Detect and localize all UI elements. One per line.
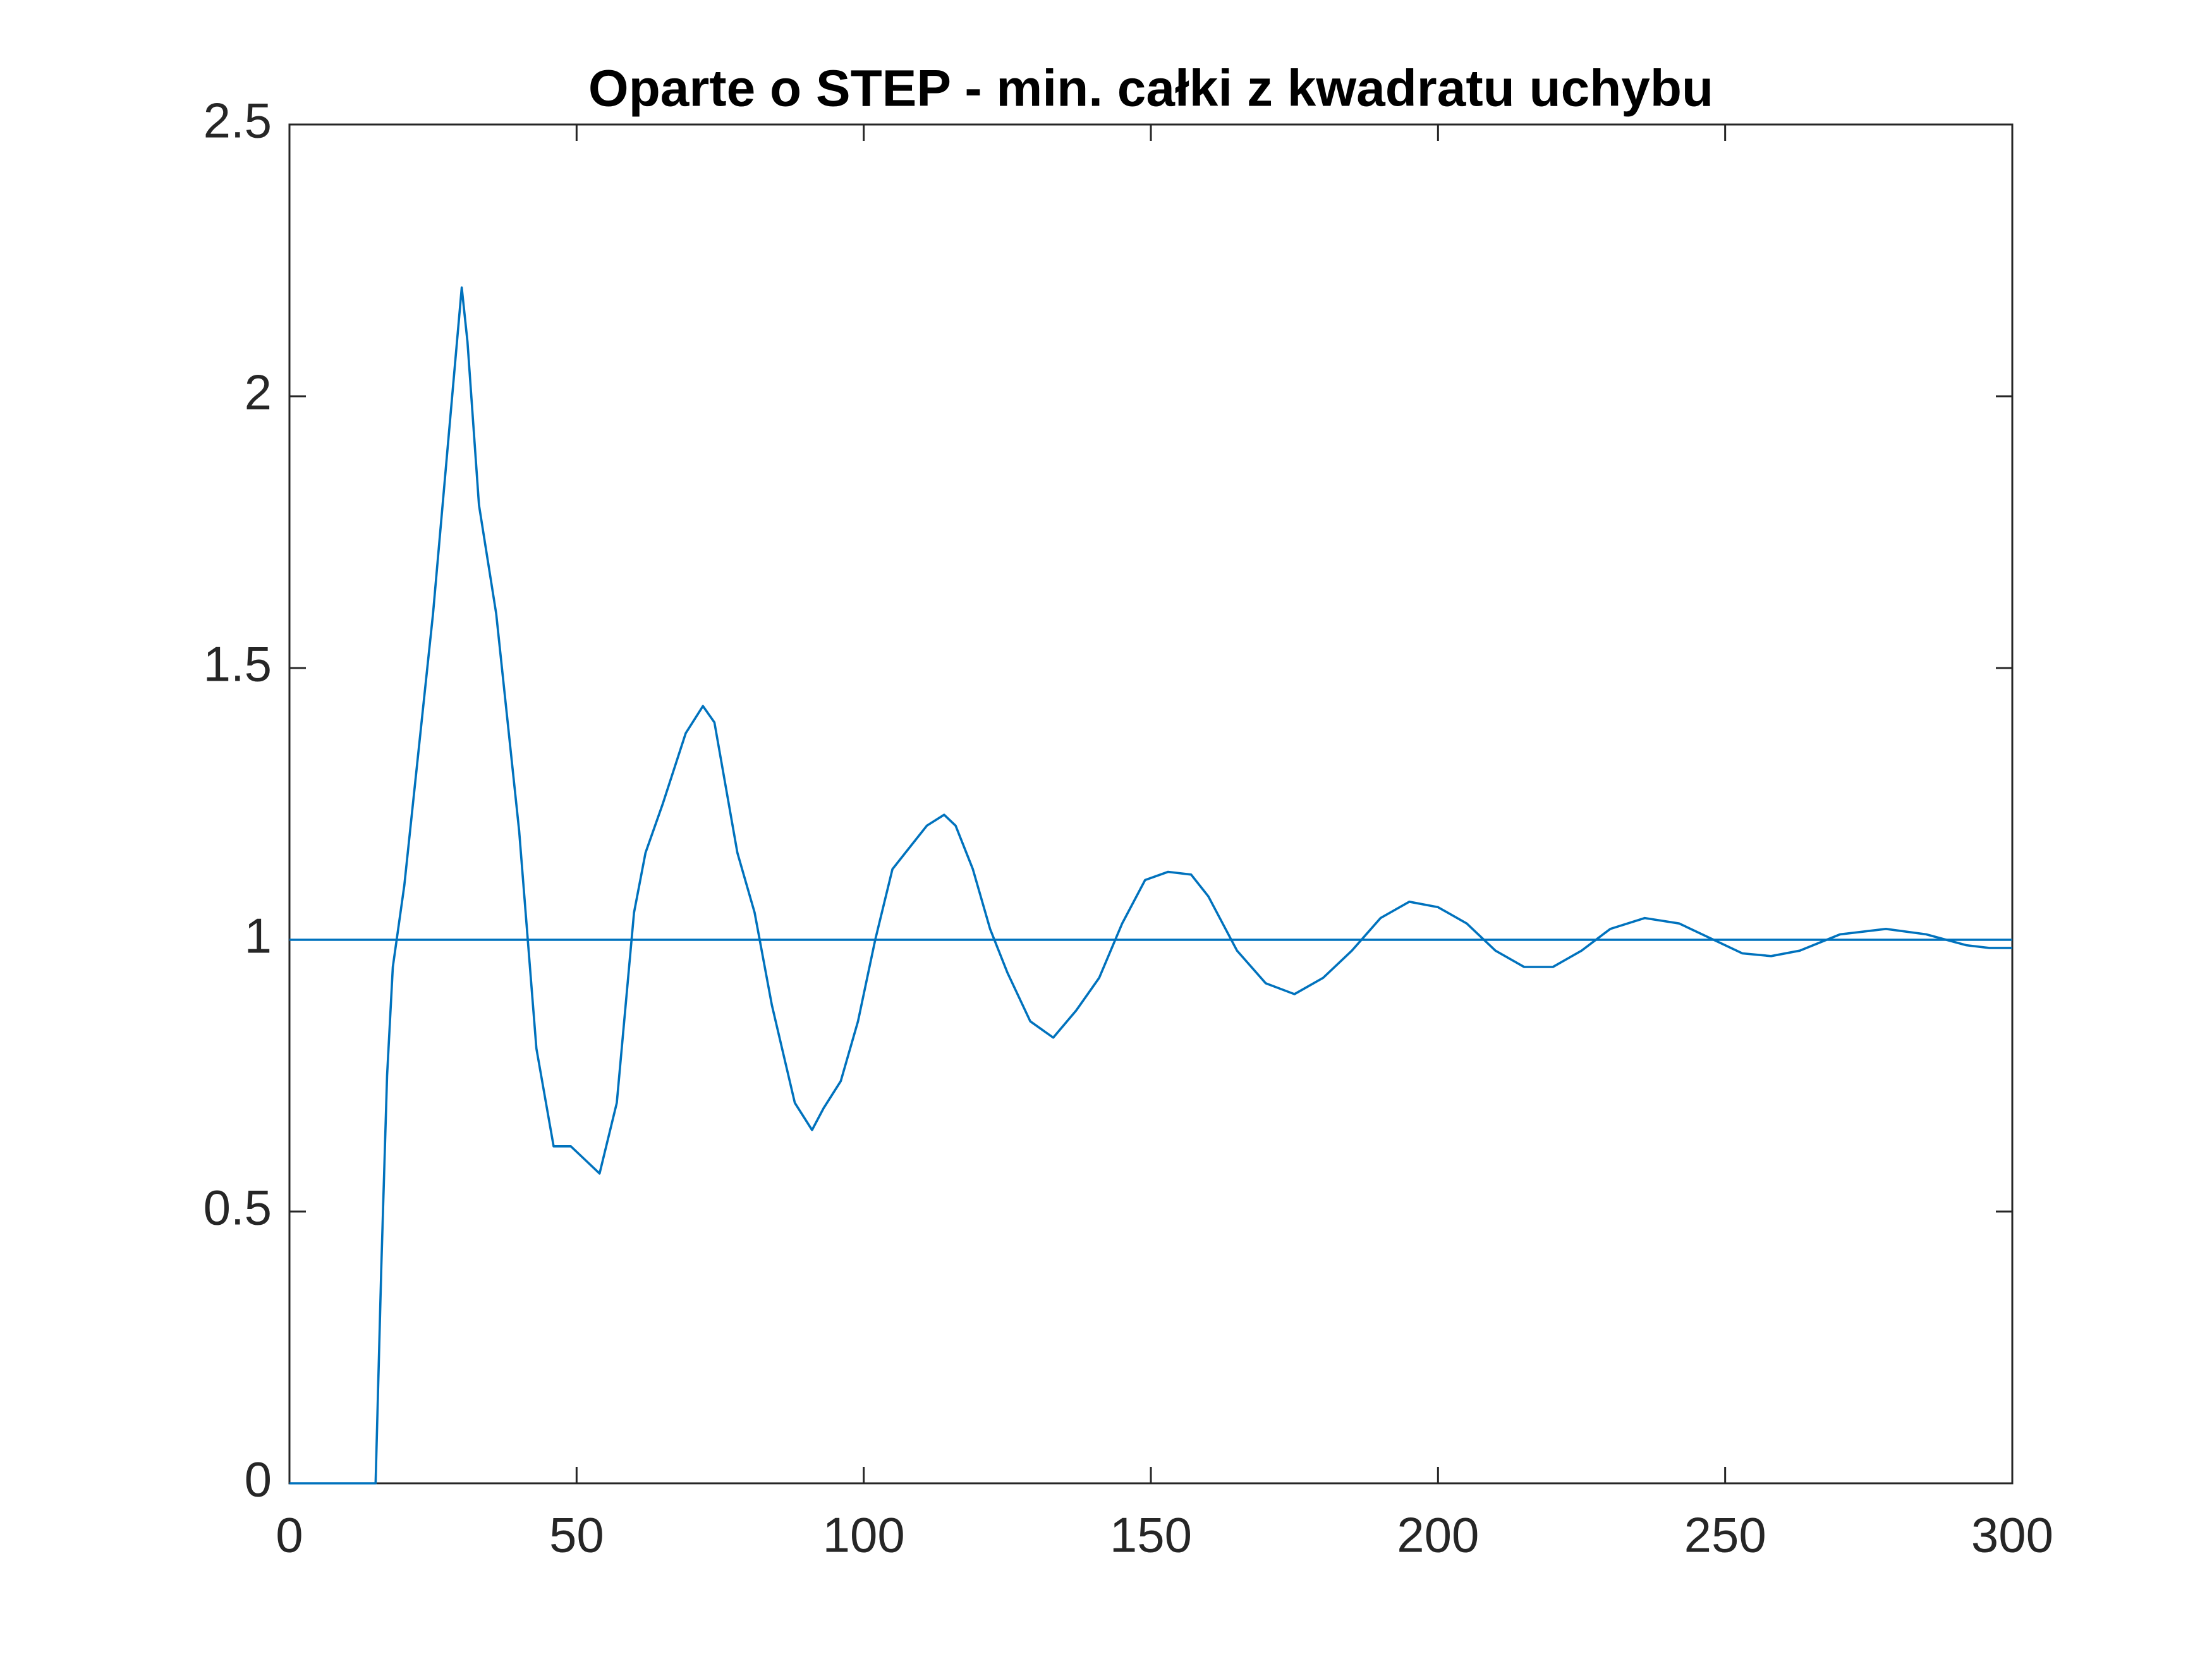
y-tick-label: 0.5	[204, 1180, 272, 1236]
y-tick-label: 2.5	[204, 93, 272, 149]
x-tick-label: 50	[549, 1507, 604, 1563]
plot-frame	[288, 123, 2014, 1485]
series-line	[289, 286, 2012, 1485]
y-tick-label: 2	[245, 365, 272, 420]
y-tick-label: 0	[245, 1452, 272, 1507]
x-tick-label: 100	[823, 1507, 905, 1563]
x-tick-label: 200	[1397, 1507, 1479, 1563]
x-tick-label: 150	[1110, 1507, 1192, 1563]
y-tick-label: 1	[245, 908, 272, 964]
x-tick-label: 250	[1684, 1507, 1766, 1563]
y-tick-label: 1.5	[204, 636, 272, 692]
chart-title: Oparte o STEP - min. całki z kwadratu uc…	[588, 60, 1713, 118]
x-tick-label: 0	[276, 1507, 303, 1563]
x-tick-label: 300	[1971, 1507, 2053, 1563]
